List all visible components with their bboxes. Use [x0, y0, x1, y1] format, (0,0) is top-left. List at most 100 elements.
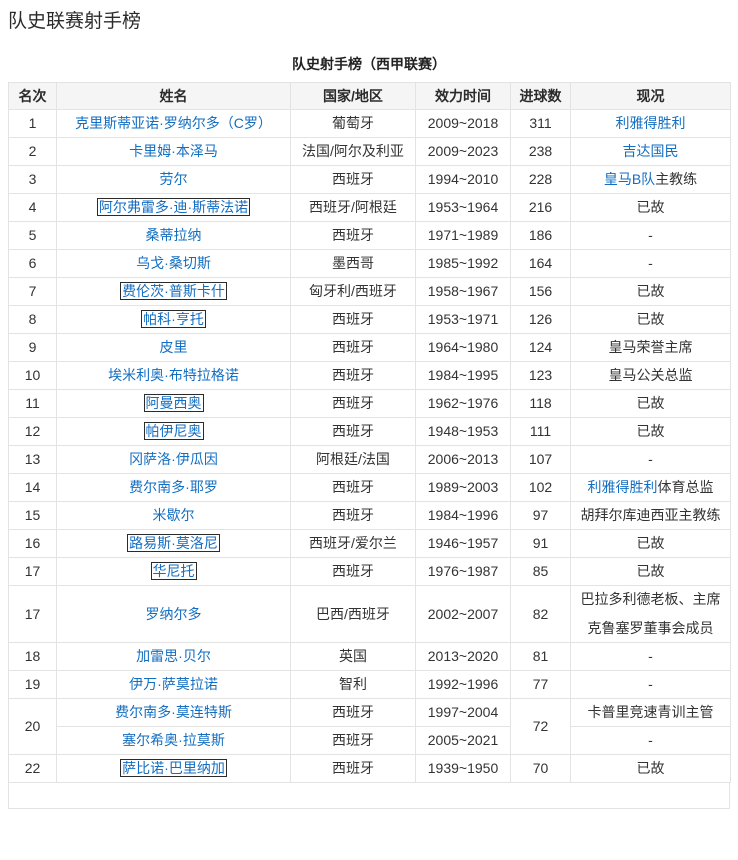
country-cell: 西班牙 [290, 361, 416, 390]
table-row: 2 卡里姆·本泽马 法国/阿尔及利亚 2009~2023 238 吉达国民 [8, 137, 731, 166]
table-row: 7 费伦茨·普斯卡什 匈牙利/西班牙 1958~1967 156 已故 [8, 277, 731, 306]
player-name-link[interactable]: 阿曼西奥 [143, 394, 204, 412]
player-name-link[interactable]: 埃米利奥·布特拉格诺 [108, 367, 239, 383]
status-text: 卡普里竞速青训主管 [587, 704, 714, 720]
name-cell: 米歇尔 [56, 501, 291, 530]
table-row: 6 乌戈·桑切斯 墨西哥 1985~1992 164 - [8, 249, 731, 278]
period-cell: 2005~2021 [415, 726, 511, 755]
empty-footer-box [8, 783, 730, 809]
status-text: 已故 [636, 423, 665, 439]
period-cell: 2013~2020 [415, 642, 511, 671]
player-name-link[interactable]: 卡里姆·本泽马 [129, 143, 218, 159]
player-name-link[interactable]: 冈萨洛·伊瓜因 [129, 451, 218, 467]
period-cell: 1976~1987 [415, 557, 511, 586]
player-name-link[interactable]: 乌戈·桑切斯 [136, 255, 211, 271]
status-link[interactable]: 利雅得胜利 [615, 115, 686, 131]
status-text: 胡拜尔库迪西亚主教练 [580, 507, 721, 523]
rank-cell: 20 [8, 698, 57, 755]
table-row: 18 加雷思·贝尔 英国 2013~2020 81 - [8, 642, 731, 671]
status-text: - [648, 732, 653, 748]
table-row: 5 桑蒂拉纳 西班牙 1971~1989 186 - [8, 221, 731, 250]
name-cell: 伊万·萨莫拉诺 [56, 670, 291, 699]
player-name-link[interactable]: 路易斯·莫洛尼 [127, 534, 220, 552]
period-cell: 2009~2018 [415, 109, 511, 138]
status-link[interactable]: 皇马B队 [603, 171, 656, 187]
player-name-link[interactable]: 帕科·亨托 [141, 310, 206, 328]
status-cell: 已故 [570, 305, 731, 334]
status-cell: 吉达国民 [570, 137, 731, 166]
country-cell: 西班牙/爱尔兰 [290, 529, 416, 558]
table-row: 13 冈萨洛·伊瓜因 阿根廷/法国 2006~2013 107 - [8, 445, 731, 474]
status-line: 已故 [575, 562, 726, 581]
player-name-link[interactable]: 阿尔弗雷多·迪·斯蒂法诺 [96, 198, 251, 216]
table-row: 19 伊万·萨莫拉诺 智利 1992~1996 77 - [8, 670, 731, 699]
status-text: 主教练 [655, 171, 698, 187]
table-row: 14 费尔南多·耶罗 西班牙 1989~2003 102 利雅得胜利体育总监 [8, 473, 731, 502]
player-name-link[interactable]: 皮里 [159, 339, 188, 355]
player-name-link[interactable]: 费尔南多·耶罗 [129, 479, 218, 495]
status-cell: - [570, 642, 731, 671]
column-header-5: 现况 [570, 82, 731, 110]
status-cell: 皇马B队主教练 [570, 165, 731, 194]
country-cell: 西班牙 [290, 417, 416, 446]
name-cell: 卡里姆·本泽马 [56, 137, 291, 166]
name-cell: 桑蒂拉纳 [56, 221, 291, 250]
status-link[interactable]: 利雅得胜利 [587, 479, 658, 495]
rank-cell: 9 [8, 333, 57, 362]
player-name-link[interactable]: 萨比诺·巴里纳加 [120, 759, 227, 777]
player-name-link[interactable]: 华尼托 [150, 562, 197, 580]
country-cell: 法国/阿尔及利亚 [290, 137, 416, 166]
status-cell: 已故 [570, 557, 731, 586]
player-name-link[interactable]: 塞尔希奥·拉莫斯 [122, 732, 225, 748]
period-cell: 1948~1953 [415, 417, 511, 446]
player-name-link[interactable]: 米歇尔 [152, 507, 195, 523]
status-line: 皇马荣誉主席 [575, 338, 726, 357]
goals-cell: 186 [510, 221, 571, 250]
goals-cell: 85 [510, 557, 571, 586]
name-cell: 加雷思·贝尔 [56, 642, 291, 671]
player-name-link[interactable]: 桑蒂拉纳 [145, 227, 202, 243]
rank-cell: 17 [8, 585, 57, 643]
rank-cell: 15 [8, 501, 57, 530]
status-text: - [648, 227, 653, 243]
country-cell: 西班牙 [290, 221, 416, 250]
status-line: - [575, 450, 726, 469]
player-name-link[interactable]: 加雷思·贝尔 [136, 648, 211, 664]
player-name-link[interactable]: 帕伊尼奥 [143, 422, 204, 440]
status-line: 皇马B队主教练 [575, 170, 726, 189]
period-cell: 1939~1950 [415, 754, 511, 783]
player-name-link[interactable]: 费伦茨·普斯卡什 [120, 282, 227, 300]
status-text: 克鲁塞罗董事会成员 [587, 620, 714, 636]
rank-cell: 3 [8, 165, 57, 194]
period-cell: 1989~2003 [415, 473, 511, 502]
status-line: 已故 [575, 422, 726, 441]
period-cell: 1953~1964 [415, 193, 511, 222]
player-name-link[interactable]: 罗纳尔多 [145, 605, 202, 622]
period-cell: 1971~1989 [415, 221, 511, 250]
player-name-link[interactable]: 劳尔 [159, 171, 188, 187]
rank-cell: 7 [8, 277, 57, 306]
status-cell: - [570, 726, 731, 755]
status-line: - [575, 731, 726, 750]
status-line: 已故 [575, 394, 726, 413]
status-line: - [575, 647, 726, 666]
period-cell: 2006~2013 [415, 445, 511, 474]
table-row: 1 克里斯蒂亚诺·罗纳尔多（C罗） 葡萄牙 2009~2018 311 利雅得胜利 [8, 109, 731, 138]
table-row: 11 阿曼西奥 西班牙 1962~1976 118 已故 [8, 389, 731, 418]
player-name-link[interactable]: 克里斯蒂亚诺·罗纳尔多（C罗） [75, 115, 272, 131]
status-line: 利雅得胜利体育总监 [575, 478, 726, 497]
period-cell: 1984~1995 [415, 361, 511, 390]
name-cell: 罗纳尔多 [56, 585, 291, 643]
status-link[interactable]: 吉达国民 [622, 143, 679, 159]
player-name-link[interactable]: 费尔南多·莫连特斯 [115, 704, 232, 720]
country-cell: 匈牙利/西班牙 [290, 277, 416, 306]
period-cell: 1994~2010 [415, 165, 511, 194]
status-cell: - [570, 670, 731, 699]
name-cell: 费伦茨·普斯卡什 [56, 277, 291, 306]
status-cell: 利雅得胜利 [570, 109, 731, 138]
name-cell: 阿尔弗雷多·迪·斯蒂法诺 [56, 193, 291, 222]
table-row: 17 罗纳尔多 巴西/西班牙 2002~2007 82 巴拉多利德老板、主席 克鲁塞罗董事会… [8, 585, 731, 643]
country-cell: 西班牙 [290, 389, 416, 418]
table-row: 16 路易斯·莫洛尼 西班牙/爱尔兰 1946~1957 91 已故 [8, 529, 731, 558]
player-name-link[interactable]: 伊万·萨莫拉诺 [129, 676, 218, 692]
